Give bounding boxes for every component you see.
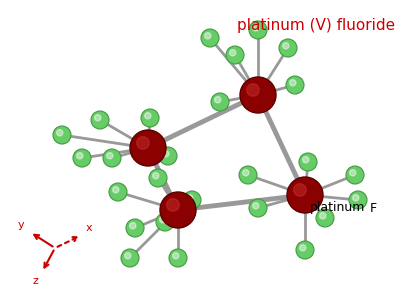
Circle shape — [316, 209, 334, 227]
Circle shape — [156, 213, 174, 231]
Circle shape — [249, 199, 267, 217]
Circle shape — [153, 172, 159, 179]
Text: z: z — [32, 276, 38, 286]
Circle shape — [286, 76, 304, 94]
Circle shape — [169, 249, 187, 267]
Text: F: F — [370, 202, 377, 214]
Circle shape — [353, 195, 359, 201]
Circle shape — [130, 223, 136, 229]
Circle shape — [145, 112, 151, 119]
Circle shape — [53, 126, 71, 144]
Circle shape — [201, 29, 219, 47]
Circle shape — [239, 166, 257, 184]
Circle shape — [141, 109, 159, 127]
Circle shape — [173, 253, 179, 259]
Circle shape — [121, 249, 139, 267]
Circle shape — [113, 187, 119, 193]
Text: platinum (V) fluoride: platinum (V) fluoride — [237, 18, 395, 33]
Circle shape — [91, 111, 109, 129]
Circle shape — [253, 25, 259, 31]
Circle shape — [226, 46, 244, 64]
Text: platinum: platinum — [310, 202, 365, 214]
Circle shape — [230, 50, 236, 56]
Circle shape — [160, 192, 196, 228]
Circle shape — [242, 169, 249, 176]
Circle shape — [106, 153, 113, 159]
Circle shape — [279, 39, 297, 57]
Circle shape — [103, 149, 121, 167]
Circle shape — [290, 80, 296, 86]
Circle shape — [167, 199, 179, 211]
Circle shape — [130, 130, 166, 166]
Circle shape — [162, 151, 169, 157]
Circle shape — [303, 157, 309, 163]
Circle shape — [350, 169, 356, 176]
Text: x: x — [86, 223, 93, 233]
Circle shape — [211, 93, 229, 111]
Circle shape — [109, 183, 127, 201]
Circle shape — [94, 115, 101, 121]
Circle shape — [253, 202, 259, 209]
Circle shape — [296, 241, 314, 259]
Circle shape — [287, 177, 323, 213]
Circle shape — [282, 43, 289, 49]
Circle shape — [300, 244, 306, 251]
Circle shape — [204, 33, 211, 39]
Circle shape — [346, 166, 364, 184]
Circle shape — [186, 195, 193, 201]
Circle shape — [320, 213, 326, 219]
Circle shape — [160, 217, 166, 223]
Text: y: y — [17, 220, 24, 230]
Circle shape — [294, 184, 306, 196]
Circle shape — [349, 191, 367, 209]
Circle shape — [299, 153, 317, 171]
Circle shape — [149, 169, 167, 187]
Circle shape — [137, 137, 149, 149]
Circle shape — [249, 21, 267, 39]
Circle shape — [125, 253, 131, 259]
Circle shape — [159, 147, 177, 165]
Circle shape — [77, 153, 83, 159]
Circle shape — [57, 130, 63, 136]
Circle shape — [183, 191, 201, 209]
Circle shape — [214, 97, 221, 103]
Circle shape — [73, 149, 91, 167]
Circle shape — [240, 77, 276, 113]
Circle shape — [126, 219, 144, 237]
Circle shape — [247, 84, 259, 96]
